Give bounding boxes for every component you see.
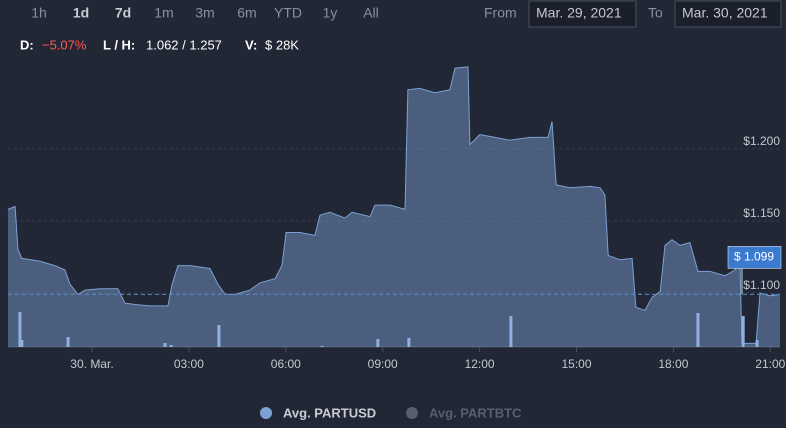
line [7,66,781,344]
range-button[interactable]: YTD [274,5,302,21]
volume-bar [696,313,700,347]
v-label: V: [245,37,257,52]
legend-label[interactable]: Avg. PARTBTC [429,405,522,420]
from-label: From [484,5,517,21]
legend-label[interactable]: Avg. PARTUSD [283,405,376,420]
x-tick-label: 12:00 [465,357,495,371]
range-button[interactable]: All [363,5,379,21]
d-value: −5.07% [42,37,87,52]
x-tick-label: 30. Mar. [70,357,113,371]
area [8,66,780,348]
x-tick-label: 18:00 [658,357,688,371]
range-button[interactable]: 1y [323,5,338,21]
range-button[interactable]: 7d [115,5,131,21]
range-button[interactable]: 1d [73,5,89,21]
volume-bar [169,345,173,347]
volume-bar [20,340,24,347]
y-tick-label: $1.100 [743,278,780,292]
x-tick-label: 09:00 [368,357,398,371]
from-value[interactable]: Mar. 29, 2021 [536,5,622,21]
current-price-flag [727,246,782,269]
to-label: To [648,5,663,21]
x-tick-label: 21:00 [755,357,785,371]
lh-value: 1.062 / 1.257 [146,37,222,52]
to-input[interactable] [674,0,782,28]
volume-bar [509,316,513,347]
range-button[interactable]: 1h [31,5,47,21]
x-tick-label: 06:00 [271,357,301,371]
y-tick-label: $1.200 [743,134,780,148]
d-label: D: [20,37,34,52]
volume-bar [217,325,221,347]
current-price-label: $ 1.099 [734,250,774,264]
volume-bar [376,339,380,347]
volume-bar [163,343,167,347]
range-button[interactable]: 3m [195,5,214,21]
y-tick-label: $1.150 [743,206,780,220]
legend-marker[interactable] [406,407,418,419]
volume-bar [320,346,324,347]
lh-label: L / H: [103,37,135,52]
x-tick-label: 15:00 [561,357,591,371]
x-tick-label: 03:00 [174,357,204,371]
volume-bar [18,312,22,347]
volume-bar [755,340,759,347]
volume-bar [741,316,745,347]
range-button[interactable]: 6m [237,5,256,21]
legend-marker[interactable] [260,407,272,419]
from-input[interactable] [528,0,637,28]
volume-bar [407,338,411,347]
v-value: $ 28K [265,37,299,52]
volume-bar [66,337,70,347]
to-value[interactable]: Mar. 30, 2021 [682,5,768,21]
range-button[interactable]: 1m [154,5,173,21]
